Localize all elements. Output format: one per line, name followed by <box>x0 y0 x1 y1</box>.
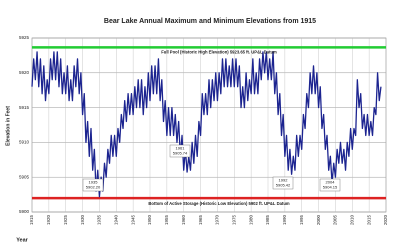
x-tick-label: 1930 <box>80 215 85 226</box>
x-tick-label: 1935 <box>97 215 102 226</box>
x-tick-label: 1950 <box>147 215 152 226</box>
x-tick-label: 1970 <box>215 215 220 226</box>
x-tick-label: 2005 <box>333 215 338 226</box>
annotation-box <box>82 178 104 192</box>
reference-label: Full Pool (Historic High Elevation) 5923… <box>161 50 277 55</box>
x-tick-label: 1985 <box>265 215 270 226</box>
annotation-year: 2004 <box>326 180 336 185</box>
x-tick-label: 1945 <box>130 215 135 226</box>
y-tick-label: 5905 <box>19 174 30 179</box>
x-tick-label: 1960 <box>181 215 186 226</box>
x-tick-label: 1925 <box>63 215 68 226</box>
y-tick-label: 5920 <box>19 70 30 75</box>
x-tick-label: 2010 <box>349 215 354 226</box>
x-tick-label: 2000 <box>316 215 321 226</box>
y-tick-label: 5910 <box>19 140 30 145</box>
x-tick-label: 1920 <box>46 215 51 226</box>
annotation-year: 1992 <box>279 178 289 183</box>
annotation-value: 5904.15 <box>323 185 338 190</box>
reference-label: Bottom of Active Storage (Historic Low E… <box>148 201 290 206</box>
x-tick-label: 1940 <box>113 215 118 226</box>
x-tick-label: 1915 <box>29 215 34 226</box>
annotation-box <box>272 176 294 190</box>
annotation-value: 5905.74 <box>173 151 188 156</box>
x-tick-label: 1955 <box>164 215 169 226</box>
x-tick-label: 1980 <box>248 215 253 226</box>
x-tick-label: 1995 <box>299 215 304 226</box>
data-line <box>31 51 382 198</box>
annotation-value: 5902.20 <box>86 185 101 190</box>
x-tick-label: 1965 <box>198 215 203 226</box>
annotation-box <box>319 178 341 192</box>
annotation-year: 1961 <box>176 146 186 151</box>
annotation-value: 5905.42 <box>276 183 291 188</box>
x-tick-label: 2020 <box>383 215 388 226</box>
y-axis-label: Elevation in Feet <box>5 106 11 146</box>
x-tick-label: 1990 <box>282 215 287 226</box>
y-tick-label: 5915 <box>19 105 30 110</box>
chart-title: Bear Lake Annual Maximum and Minimum Ele… <box>104 18 316 25</box>
x-tick-label: 2015 <box>366 215 371 226</box>
annotation-box <box>169 144 191 158</box>
y-tick-label: 5900 <box>19 209 30 214</box>
x-axis-label: Year <box>16 237 28 243</box>
annotation-year: 1935 <box>89 180 99 185</box>
x-tick-label: 1975 <box>231 215 236 226</box>
y-tick-label: 5925 <box>19 35 30 40</box>
